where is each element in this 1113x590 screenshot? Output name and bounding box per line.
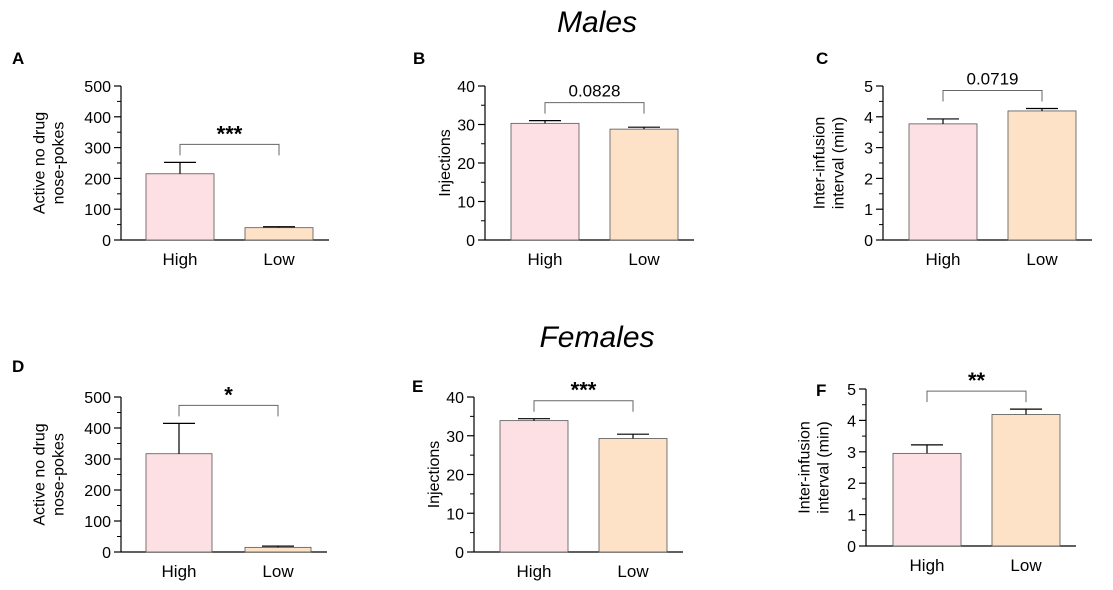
y-axis-title: nose-pokes bbox=[51, 122, 68, 205]
y-tick-label: 20 bbox=[446, 468, 464, 485]
category-label: High bbox=[517, 562, 552, 581]
bar-low bbox=[598, 438, 668, 553]
y-tick-label: 2 bbox=[864, 171, 873, 188]
y-tick-label: 300 bbox=[84, 141, 111, 158]
y-tick-label: 300 bbox=[84, 452, 111, 469]
significance-bracket bbox=[179, 143, 280, 156]
panel-letter: D bbox=[12, 357, 24, 376]
y-tick-label: 3 bbox=[847, 445, 856, 462]
panel-f: F 0 1 2 3 4 5 Inter-infusion interval (min) High L… bbox=[797, 368, 1076, 575]
significance-label: *** bbox=[571, 378, 597, 403]
bar-low bbox=[609, 128, 679, 241]
y-tick-label: 0 bbox=[864, 233, 873, 250]
panel-letter: E bbox=[412, 377, 423, 396]
significance-label: 0.0828 bbox=[569, 82, 621, 101]
bar-high bbox=[499, 420, 569, 553]
y-tick-label: 5 bbox=[847, 382, 856, 399]
y-tick-label: 100 bbox=[84, 514, 111, 531]
panel-letter: A bbox=[12, 49, 24, 68]
y-axis-title: Active no drug bbox=[32, 112, 49, 214]
category-label: High bbox=[926, 250, 961, 269]
y-axis-title: nose-pokes bbox=[51, 433, 68, 516]
panel-letter: F bbox=[816, 381, 826, 400]
bar-high bbox=[145, 453, 213, 553]
bar-low bbox=[1007, 110, 1077, 241]
y-axis-title: Active no drug bbox=[32, 423, 49, 525]
y-tick-label: 500 bbox=[84, 390, 111, 407]
section-title-females: Females bbox=[539, 321, 654, 354]
significance-label: 0.0719 bbox=[967, 69, 1019, 88]
category-label: Low bbox=[262, 562, 294, 581]
bar-high bbox=[145, 173, 215, 241]
significance-label: ** bbox=[968, 368, 986, 393]
y-tick-label: 0 bbox=[102, 233, 111, 250]
y-tick-label: 40 bbox=[446, 390, 464, 407]
y-axis-title: Inter-infusion bbox=[812, 117, 829, 210]
y-tick-label: 1 bbox=[864, 202, 873, 219]
y-tick-label: 30 bbox=[446, 429, 464, 446]
y-tick-label: 0 bbox=[455, 545, 464, 562]
bar-high bbox=[510, 122, 580, 241]
y-tick-label: 400 bbox=[84, 421, 111, 438]
category-label: High bbox=[528, 250, 563, 269]
category-label: Low bbox=[1026, 250, 1058, 269]
significance-label: * bbox=[224, 382, 233, 407]
y-tick-label: 0 bbox=[847, 539, 856, 556]
y-axis-title: interval (min) bbox=[816, 421, 833, 513]
y-tick-label: 1 bbox=[847, 508, 856, 525]
y-tick-label: 10 bbox=[457, 195, 475, 212]
y-tick-label: 40 bbox=[457, 79, 475, 96]
category-label: High bbox=[163, 250, 198, 269]
bar-low bbox=[244, 546, 312, 553]
bar-high bbox=[908, 123, 978, 241]
y-tick-label: 4 bbox=[864, 110, 873, 127]
y-tick-label: 500 bbox=[84, 79, 111, 96]
y-tick-label: 0 bbox=[466, 233, 475, 250]
bar-low bbox=[991, 414, 1061, 547]
panel-e: E 0 10 20 30 40 Injections High Low *** bbox=[412, 377, 683, 581]
y-tick-label: 200 bbox=[84, 171, 111, 188]
significance-bracket bbox=[942, 89, 1043, 102]
category-label: Low bbox=[263, 250, 295, 269]
y-tick-label: 2 bbox=[847, 476, 856, 493]
significance-bracket bbox=[178, 404, 279, 417]
y-axis-title: Injections bbox=[426, 441, 443, 509]
category-label: Low bbox=[617, 562, 649, 581]
panel-letter: C bbox=[816, 49, 828, 68]
y-tick-label: 30 bbox=[457, 118, 475, 135]
category-label: Low bbox=[628, 250, 660, 269]
panel-c: C 0 1 2 3 4 5 Inter-infusion interval (min) High L… bbox=[812, 49, 1092, 269]
y-tick-label: 400 bbox=[84, 110, 111, 127]
y-tick-label: 0 bbox=[102, 545, 111, 562]
panel-d: D 0 100 200 300 400 500 Active no drug nose-poke… bbox=[12, 357, 327, 581]
y-tick-label: 20 bbox=[457, 156, 475, 173]
y-tick-label: 10 bbox=[446, 506, 464, 523]
y-tick-label: 200 bbox=[84, 483, 111, 500]
y-axis-title: interval (min) bbox=[831, 117, 848, 209]
bar-low bbox=[244, 227, 314, 241]
panel-a: A 0 100 200 300 400 500 Active no drug nose-poke… bbox=[12, 49, 329, 269]
bar-high bbox=[892, 452, 962, 547]
significance-label: *** bbox=[217, 121, 243, 146]
significance-bracket bbox=[533, 400, 634, 412]
y-tick-label: 100 bbox=[84, 202, 111, 219]
panel-letter: B bbox=[413, 49, 425, 68]
significance-bracket bbox=[926, 390, 1027, 403]
y-tick-label: 4 bbox=[847, 413, 856, 430]
section-title-males: Males bbox=[557, 6, 637, 39]
y-tick-label: 3 bbox=[864, 141, 873, 158]
panel-b: B 0 10 20 30 40 Injections High Low 0.0828 bbox=[413, 49, 694, 269]
category-label: High bbox=[162, 562, 197, 581]
category-label: Low bbox=[1010, 556, 1042, 575]
category-label: High bbox=[910, 556, 945, 575]
significance-bracket bbox=[544, 102, 645, 114]
y-axis-title: Injections bbox=[437, 129, 454, 197]
y-tick-label: 5 bbox=[864, 79, 873, 96]
y-axis-title: Inter-infusion bbox=[797, 421, 814, 514]
